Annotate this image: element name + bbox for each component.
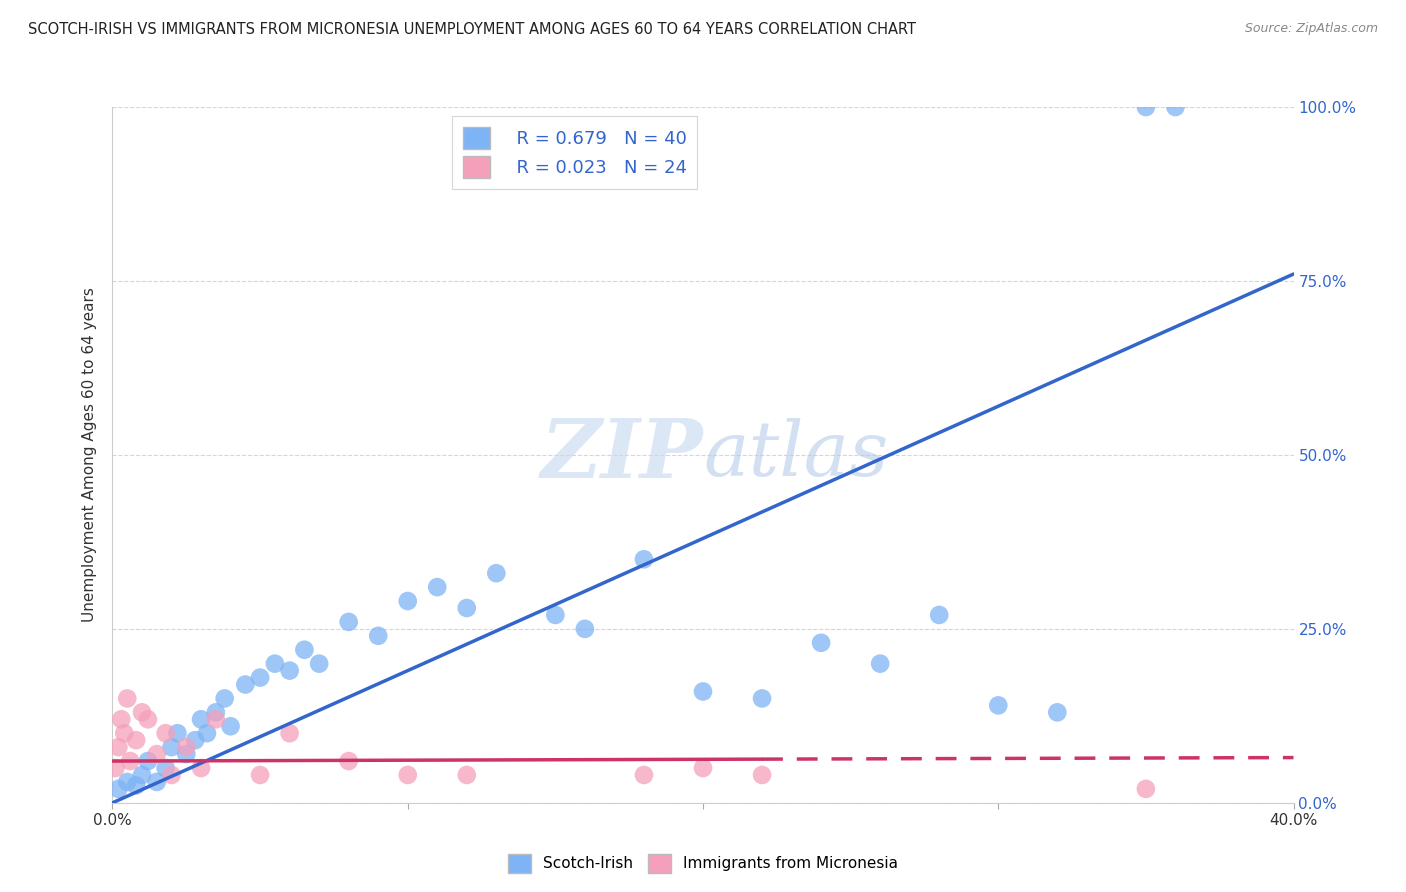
Point [456, 768, 478, 782]
Point [160, 768, 183, 782]
Point [249, 671, 271, 685]
Point [1135, 100, 1157, 114]
Point [155, 726, 177, 740]
Point [184, 733, 207, 747]
Point [692, 761, 714, 775]
Point [987, 698, 1010, 713]
Point [190, 712, 212, 726]
Point [633, 552, 655, 566]
Point [367, 629, 389, 643]
Point [337, 754, 360, 768]
Point [107, 781, 129, 796]
Point [574, 622, 596, 636]
Point [1135, 781, 1157, 796]
Point [214, 691, 236, 706]
Point [125, 733, 148, 747]
Point [692, 684, 714, 698]
Text: atlas: atlas [703, 418, 889, 491]
Point [107, 740, 129, 755]
Point [426, 580, 449, 594]
Point [219, 719, 242, 733]
Point [1164, 100, 1187, 114]
Point [810, 636, 832, 650]
Point [278, 726, 301, 740]
Point [120, 754, 142, 768]
Point [195, 726, 218, 740]
Point [396, 594, 419, 608]
Point [292, 642, 315, 657]
Point [337, 615, 360, 629]
Y-axis label: Unemployment Among Ages 60 to 64 years: Unemployment Among Ages 60 to 64 years [82, 287, 97, 623]
Point [456, 601, 478, 615]
Point [205, 706, 228, 720]
Point [396, 768, 419, 782]
Point [112, 726, 135, 740]
Point [160, 740, 183, 755]
Point [278, 664, 301, 678]
Point [117, 775, 138, 789]
Point [233, 677, 256, 691]
Point [136, 712, 159, 726]
Point [104, 761, 127, 775]
Point [190, 761, 212, 775]
Point [751, 691, 773, 706]
Point [155, 761, 177, 775]
Text: SCOTCH-IRISH VS IMMIGRANTS FROM MICRONESIA UNEMPLOYMENT AMONG AGES 60 TO 64 YEAR: SCOTCH-IRISH VS IMMIGRANTS FROM MICRONES… [28, 22, 917, 37]
Point [544, 607, 567, 622]
Point [174, 740, 197, 755]
Point [125, 778, 148, 792]
Point [249, 768, 271, 782]
Point [869, 657, 891, 671]
Point [136, 754, 159, 768]
Point [485, 566, 508, 581]
Point [308, 657, 330, 671]
Point [633, 768, 655, 782]
Point [174, 747, 197, 761]
Legend: Scotch-Irish, Immigrants from Micronesia: Scotch-Irish, Immigrants from Micronesia [502, 847, 904, 879]
Point [117, 691, 138, 706]
Point [110, 712, 132, 726]
Point [146, 747, 169, 761]
Point [928, 607, 950, 622]
Point [146, 775, 169, 789]
Point [264, 657, 287, 671]
Point [131, 768, 153, 782]
Point [166, 726, 188, 740]
Text: Source: ZipAtlas.com: Source: ZipAtlas.com [1244, 22, 1378, 36]
Point [1046, 706, 1069, 720]
Text: ZIP: ZIP [540, 415, 703, 495]
Point [205, 712, 228, 726]
Point [751, 768, 773, 782]
Point [131, 706, 153, 720]
